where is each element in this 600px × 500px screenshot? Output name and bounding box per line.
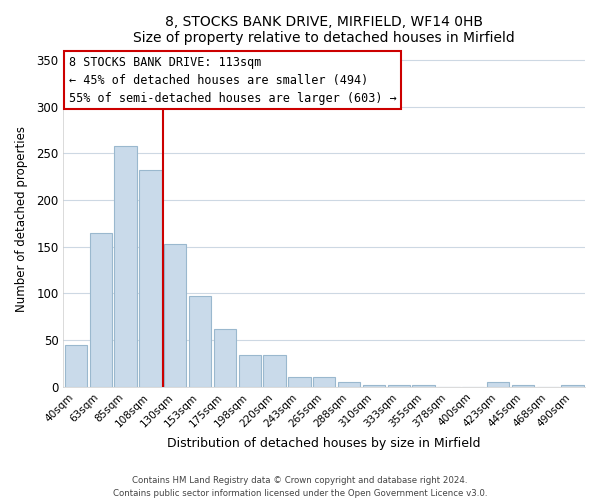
Bar [239, 355, 261, 387]
Bar [164, 244, 187, 387]
Bar [363, 385, 385, 387]
X-axis label: Distribution of detached houses by size in Mirfield: Distribution of detached houses by size … [167, 437, 481, 450]
Bar [89, 233, 112, 387]
Bar [512, 385, 534, 387]
Y-axis label: Number of detached properties: Number of detached properties [15, 126, 28, 312]
Bar [338, 382, 360, 387]
Bar [65, 345, 87, 387]
Bar [263, 355, 286, 387]
Bar [412, 385, 435, 387]
Bar [388, 385, 410, 387]
Bar [487, 382, 509, 387]
Text: 8 STOCKS BANK DRIVE: 113sqm
← 45% of detached houses are smaller (494)
55% of se: 8 STOCKS BANK DRIVE: 113sqm ← 45% of det… [68, 56, 397, 104]
Title: 8, STOCKS BANK DRIVE, MIRFIELD, WF14 0HB
Size of property relative to detached h: 8, STOCKS BANK DRIVE, MIRFIELD, WF14 0HB… [133, 15, 515, 45]
Bar [562, 385, 584, 387]
Bar [189, 296, 211, 387]
Bar [115, 146, 137, 387]
Text: Contains HM Land Registry data © Crown copyright and database right 2024.
Contai: Contains HM Land Registry data © Crown c… [113, 476, 487, 498]
Bar [139, 170, 161, 387]
Bar [214, 329, 236, 387]
Bar [288, 376, 311, 387]
Bar [313, 376, 335, 387]
